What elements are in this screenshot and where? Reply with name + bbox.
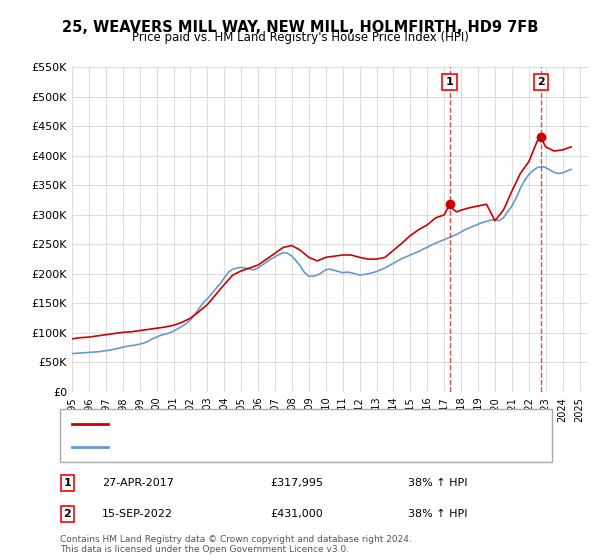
Text: 38% ↑ HPI: 38% ↑ HPI	[408, 478, 467, 488]
Text: 25, WEAVERS MILL WAY, NEW MILL, HOLMFIRTH, HD9 7FB (detached house): 25, WEAVERS MILL WAY, NEW MILL, HOLMFIRT…	[117, 419, 511, 429]
Text: 25, WEAVERS MILL WAY, NEW MILL, HOLMFIRTH, HD9 7FB: 25, WEAVERS MILL WAY, NEW MILL, HOLMFIRT…	[62, 20, 538, 35]
Text: £431,000: £431,000	[270, 509, 323, 519]
Text: 38% ↑ HPI: 38% ↑ HPI	[408, 509, 467, 519]
Text: 1: 1	[446, 77, 454, 87]
Text: 2: 2	[64, 509, 71, 519]
Text: 1: 1	[64, 478, 71, 488]
Text: 2: 2	[537, 77, 545, 87]
Text: Price paid vs. HM Land Registry's House Price Index (HPI): Price paid vs. HM Land Registry's House …	[131, 31, 469, 44]
Text: Contains HM Land Registry data © Crown copyright and database right 2024.
This d: Contains HM Land Registry data © Crown c…	[60, 535, 412, 554]
Text: £317,995: £317,995	[270, 478, 323, 488]
Text: 15-SEP-2022: 15-SEP-2022	[102, 509, 173, 519]
Text: 27-APR-2017: 27-APR-2017	[102, 478, 174, 488]
Text: HPI: Average price, detached house, Kirklees: HPI: Average price, detached house, Kirk…	[117, 442, 352, 452]
